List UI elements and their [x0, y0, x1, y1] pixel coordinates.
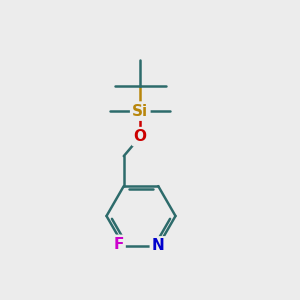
Text: Si: Si [132, 103, 148, 118]
Text: F: F [113, 237, 124, 252]
Text: N: N [152, 238, 165, 253]
Text: O: O [134, 129, 147, 144]
